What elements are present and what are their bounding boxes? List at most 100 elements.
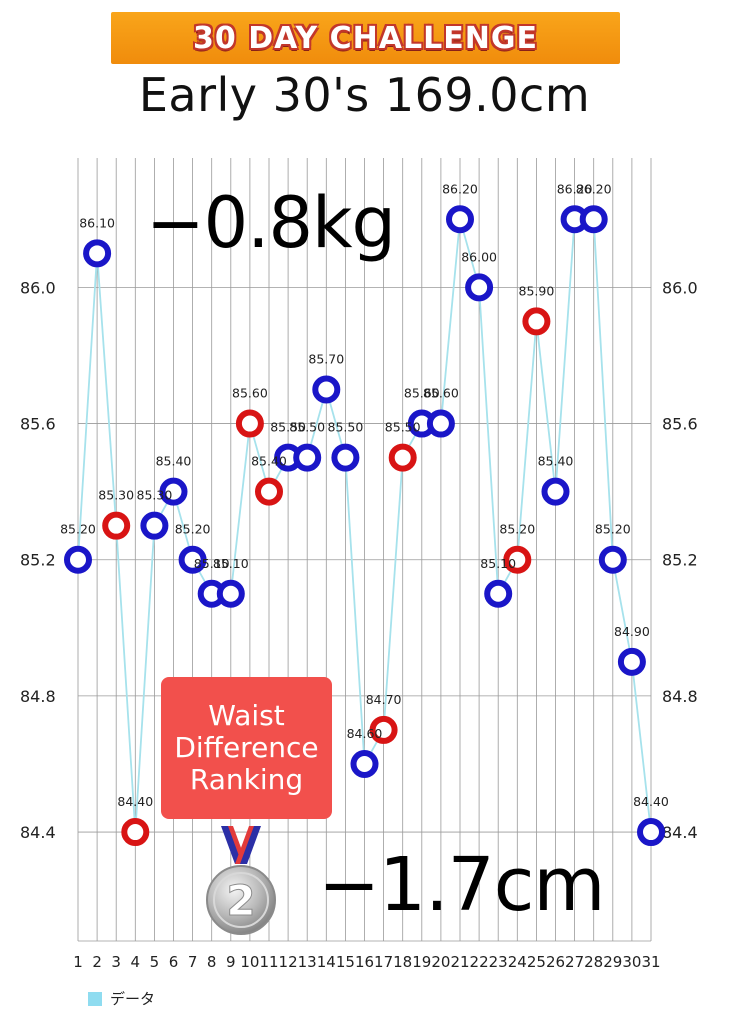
data-label: 84.40 [117, 794, 153, 809]
data-point-marker [598, 545, 627, 574]
weight-change-text: −0.8kg [146, 182, 396, 264]
x-tick-label: 12 [279, 953, 298, 971]
x-tick-label: 7 [188, 953, 198, 971]
series-markers [64, 205, 665, 847]
data-label: 85.40 [156, 454, 192, 469]
data-point-marker [503, 545, 532, 574]
data-point-marker [140, 511, 169, 540]
y-tick-label-right: 86.0 [662, 278, 698, 297]
data-point-marker [446, 205, 474, 234]
medal-disc [206, 865, 276, 935]
subtitle: Early 30's 169.0cm [138, 68, 591, 122]
data-point-marker [293, 443, 322, 472]
data-label: 85.50 [270, 420, 306, 435]
data-label: 85.20 [60, 522, 96, 537]
x-tick-label: 17 [374, 953, 393, 971]
data-label: 85.50 [328, 420, 364, 435]
data-point-marker [465, 273, 494, 302]
x-tick-label: 15 [336, 953, 355, 971]
data-label: 85.60 [232, 386, 268, 401]
data-point-marker [159, 477, 188, 506]
data-point-marker [235, 409, 264, 438]
data-label: 84.60 [347, 726, 383, 741]
data-point-marker [83, 239, 112, 268]
x-tick-label: 19 [412, 953, 431, 971]
legend-swatch [88, 991, 102, 1006]
x-tick-label: 8 [207, 953, 217, 971]
data-label: 85.60 [423, 386, 459, 401]
y-tick-label-left: 86.0 [20, 278, 56, 297]
x-tick-label: 20 [431, 953, 450, 971]
y-tick-label-right: 84.8 [662, 687, 698, 706]
x-tick-label: 21 [450, 953, 469, 971]
x-tick-label: 24 [508, 953, 527, 971]
data-label: 85.20 [595, 522, 631, 537]
data-point-marker [331, 443, 360, 472]
waist-ranking-card: Waist Difference Ranking [161, 677, 332, 819]
data-point-marker [522, 307, 551, 336]
y-tick-label-right: 85.2 [662, 551, 698, 570]
data-label: 85.10 [480, 556, 516, 571]
x-tick-label: 5 [150, 953, 160, 971]
data-point-marker [312, 375, 341, 404]
x-tick-label: 2 [92, 953, 102, 971]
data-point-marker [178, 545, 207, 574]
data-label: 85.20 [499, 522, 535, 537]
data-label: 85.30 [98, 488, 134, 503]
data-label: 84.40 [633, 794, 669, 809]
x-tick-label: 6 [169, 953, 179, 971]
x-tick-label: 14 [317, 953, 336, 971]
data-label: 85.90 [519, 283, 555, 298]
data-label: 86.10 [79, 215, 115, 230]
x-tick-label: 31 [641, 953, 660, 971]
y-axis-left: 84.4 84.8 85.2 85.6 86.0 [20, 278, 56, 842]
data-point-marker [426, 409, 455, 438]
x-tick-label: 28 [584, 953, 603, 971]
medal-rank-number: 2 [226, 876, 255, 925]
y-tick-label-right: 85.6 [662, 415, 698, 434]
data-point-marker [369, 715, 398, 744]
y-axis-right: 84.4 84.8 85.2 85.6 86.0 [662, 278, 698, 842]
data-point-marker [64, 545, 92, 574]
legend: データ [88, 988, 155, 1009]
data-point-marker [350, 749, 379, 778]
ranking-card-line-2: Difference [174, 730, 319, 764]
data-point-marker [579, 205, 608, 234]
medal-ribbon [221, 826, 261, 864]
x-tick-label: 1 [73, 953, 83, 971]
data-label: 86.20 [442, 181, 478, 196]
title-banner: 30 Day Challenge [111, 12, 620, 64]
data-label: 84.70 [366, 692, 402, 707]
data-label: 86.20 [576, 181, 612, 196]
data-label: 85.50 [289, 420, 325, 435]
x-tick-label: 23 [489, 953, 508, 971]
data-label: 85.10 [213, 556, 249, 571]
waist-change-text: −1.7cm [318, 842, 605, 928]
x-tick-label: 16 [355, 953, 374, 971]
x-tick-label: 18 [393, 953, 412, 971]
data-label: 85.40 [251, 454, 287, 469]
data-label: 85.40 [538, 454, 574, 469]
ranking-card-line-1: Waist [208, 698, 285, 732]
x-tick-label: 11 [259, 953, 278, 971]
data-point-marker [484, 579, 513, 608]
data-point-marker [617, 647, 646, 676]
data-point-marker [637, 818, 665, 847]
data-label: 85.20 [175, 522, 211, 537]
data-point-marker [541, 477, 570, 506]
data-label: 85.50 [385, 420, 421, 435]
data-label: 85.70 [308, 351, 344, 366]
y-tick-label-left: 84.4 [20, 823, 56, 842]
data-point-marker [388, 443, 417, 472]
x-tick-label: 13 [298, 953, 317, 971]
data-point-marker [121, 818, 150, 847]
silver-medal-icon: 2 [206, 826, 276, 935]
y-tick-label-left: 84.8 [20, 687, 56, 706]
data-labels: 85.20 86.10 85.30 84.40 85.30 85.40 85.20 85.10… [60, 181, 669, 809]
x-tick-label: 9 [226, 953, 236, 971]
title-banner-text: 30 Day Challenge [193, 20, 538, 56]
y-tick-label-right: 84.4 [662, 823, 698, 842]
y-tick-label-left: 85.2 [20, 551, 56, 570]
legend-label: データ [110, 990, 156, 1008]
ranking-card-line-3: Ranking [189, 763, 304, 797]
